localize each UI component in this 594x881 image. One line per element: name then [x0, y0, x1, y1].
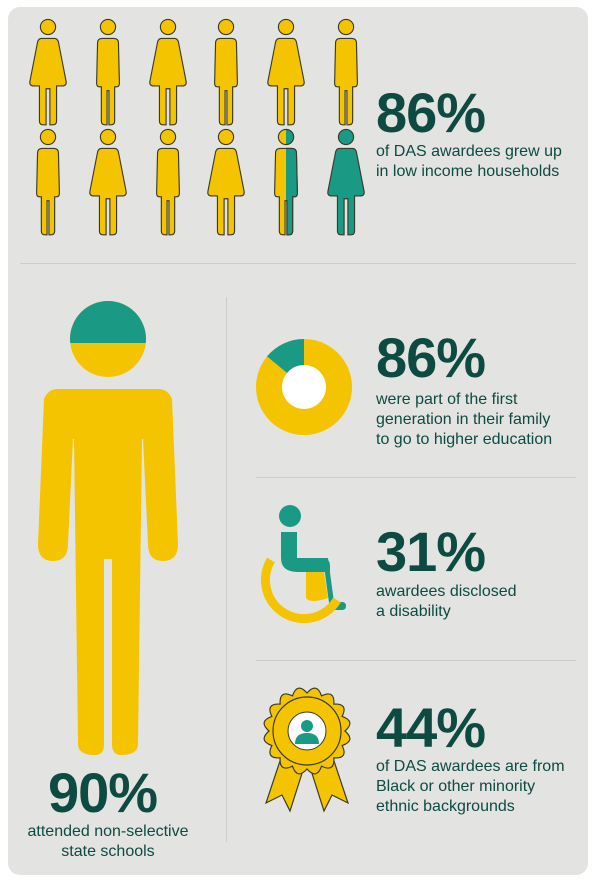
person-icon: [214, 18, 238, 126]
people-grid-icon: [29, 18, 365, 236]
stat-minority-caption-1: of DAS awardees are from: [376, 758, 565, 775]
stat-minority-caption-3: ethnic backgrounds: [376, 798, 515, 815]
stat-low-income-caption-2: in low income households: [376, 163, 560, 180]
stat-first-generation-caption-2: generation in their family: [376, 411, 551, 428]
stat-minority-value: 44%: [376, 696, 486, 759]
donut-chart-icon: [256, 339, 352, 435]
stat-first-generation-caption-1: were part of the first: [376, 391, 518, 408]
stat-minority-caption-2: Black or other minority: [376, 778, 536, 795]
person-icon: [327, 128, 365, 236]
large-person-icon: [38, 301, 178, 755]
person-icon: [89, 128, 127, 236]
stat-low-income-caption-1: of DAS awardees grew up: [376, 143, 562, 160]
person-icon: [267, 18, 305, 126]
stat-first-generation-value: 86%: [376, 326, 486, 389]
row-divider: [256, 660, 576, 661]
row-divider: [256, 477, 576, 478]
stat-low-income-value: 86%: [376, 81, 486, 144]
stat-non-selective-value: 90%: [48, 761, 158, 824]
stat-disability-caption-2: a disability: [376, 603, 451, 620]
stat-disability-value: 31%: [376, 520, 486, 583]
column-divider: [226, 297, 227, 842]
stat-disability-caption-1: awardees disclosed: [376, 583, 517, 600]
person-icon: [96, 18, 120, 126]
person-icon: [274, 128, 298, 236]
person-icon: [334, 18, 358, 126]
wheelchair-icon: [260, 505, 346, 624]
person-icon: [156, 128, 180, 236]
stat-non-selective-caption-2: state schools: [61, 843, 155, 860]
section-divider: [20, 263, 576, 264]
award-rosette-icon: [263, 687, 351, 813]
stat-first-generation-caption-3: to go to higher education: [376, 431, 553, 448]
stat-non-selective-caption-1: attended non-selective: [27, 823, 189, 840]
person-icon: [36, 128, 60, 236]
person-icon: [29, 18, 67, 126]
person-icon: [149, 18, 187, 126]
person-icon: [207, 128, 245, 236]
infographic-panel: 86% of DAS awardees grew up in low incom…: [8, 7, 588, 875]
